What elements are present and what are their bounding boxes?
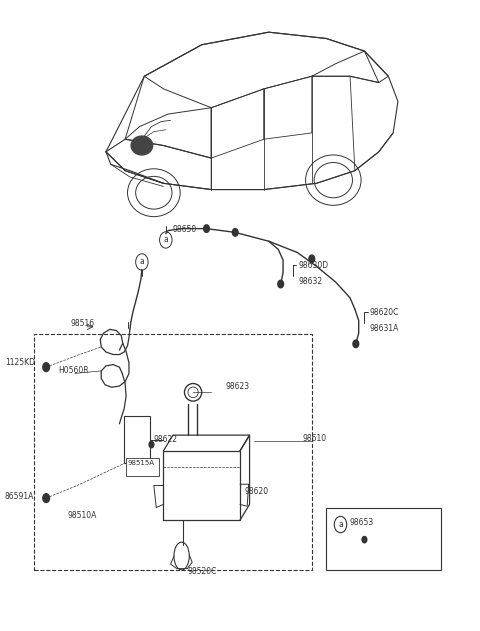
- Bar: [34, 334, 312, 570]
- Circle shape: [362, 536, 367, 543]
- Text: 86591A: 86591A: [4, 492, 34, 500]
- Text: 98650: 98650: [172, 225, 196, 233]
- Circle shape: [278, 280, 284, 288]
- Text: 98630D: 98630D: [299, 261, 329, 270]
- Circle shape: [43, 493, 49, 502]
- Text: 98632: 98632: [299, 277, 323, 286]
- Text: a: a: [164, 235, 168, 244]
- Text: 98620: 98620: [245, 487, 269, 497]
- Circle shape: [309, 255, 315, 262]
- Text: 98653: 98653: [349, 518, 373, 527]
- Bar: [326, 507, 441, 570]
- Bar: [126, 459, 158, 476]
- Circle shape: [353, 340, 359, 348]
- Circle shape: [232, 228, 238, 236]
- Text: a: a: [338, 520, 343, 529]
- Text: 98520C: 98520C: [187, 567, 217, 575]
- Bar: [124, 416, 151, 463]
- Text: H0560R: H0560R: [58, 366, 89, 375]
- Text: a: a: [140, 257, 144, 266]
- Text: 98515A: 98515A: [128, 461, 155, 466]
- Circle shape: [204, 225, 209, 232]
- Ellipse shape: [131, 136, 153, 155]
- Circle shape: [43, 363, 49, 372]
- Text: 98610: 98610: [302, 433, 326, 443]
- Text: 98620C: 98620C: [369, 309, 398, 317]
- Text: 98510A: 98510A: [68, 510, 97, 519]
- Text: 98631A: 98631A: [369, 324, 398, 333]
- Text: 98622: 98622: [154, 435, 178, 444]
- Text: 98516: 98516: [70, 319, 94, 327]
- Text: 98623: 98623: [226, 382, 250, 391]
- Text: 1125KD: 1125KD: [5, 358, 36, 367]
- Circle shape: [149, 442, 154, 448]
